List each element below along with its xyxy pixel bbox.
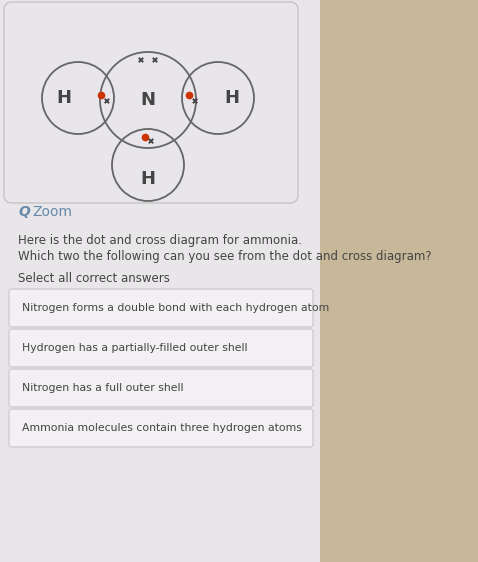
FancyBboxPatch shape xyxy=(9,369,313,407)
Text: Select all correct answers: Select all correct answers xyxy=(18,272,170,285)
Text: H: H xyxy=(225,89,239,107)
FancyBboxPatch shape xyxy=(9,329,313,367)
FancyBboxPatch shape xyxy=(4,2,298,203)
FancyBboxPatch shape xyxy=(9,289,313,327)
Text: Q: Q xyxy=(18,205,30,219)
Text: Zoom: Zoom xyxy=(32,205,72,219)
Text: H: H xyxy=(56,89,72,107)
Text: H: H xyxy=(141,170,155,188)
FancyBboxPatch shape xyxy=(0,0,320,562)
Text: Nitrogen forms a double bond with each hydrogen atom: Nitrogen forms a double bond with each h… xyxy=(22,303,329,313)
Text: Hydrogen has a partially-filled outer shell: Hydrogen has a partially-filled outer sh… xyxy=(22,343,248,353)
Text: Here is the dot and cross diagram for ammonia.: Here is the dot and cross diagram for am… xyxy=(18,234,302,247)
Text: Which two the following can you see from the dot and cross diagram?: Which two the following can you see from… xyxy=(18,250,432,263)
Polygon shape xyxy=(310,0,478,562)
FancyBboxPatch shape xyxy=(9,409,313,447)
Text: Nitrogen has a full outer shell: Nitrogen has a full outer shell xyxy=(22,383,184,393)
Text: Ammonia molecules contain three hydrogen atoms: Ammonia molecules contain three hydrogen… xyxy=(22,423,302,433)
Text: N: N xyxy=(141,91,155,109)
